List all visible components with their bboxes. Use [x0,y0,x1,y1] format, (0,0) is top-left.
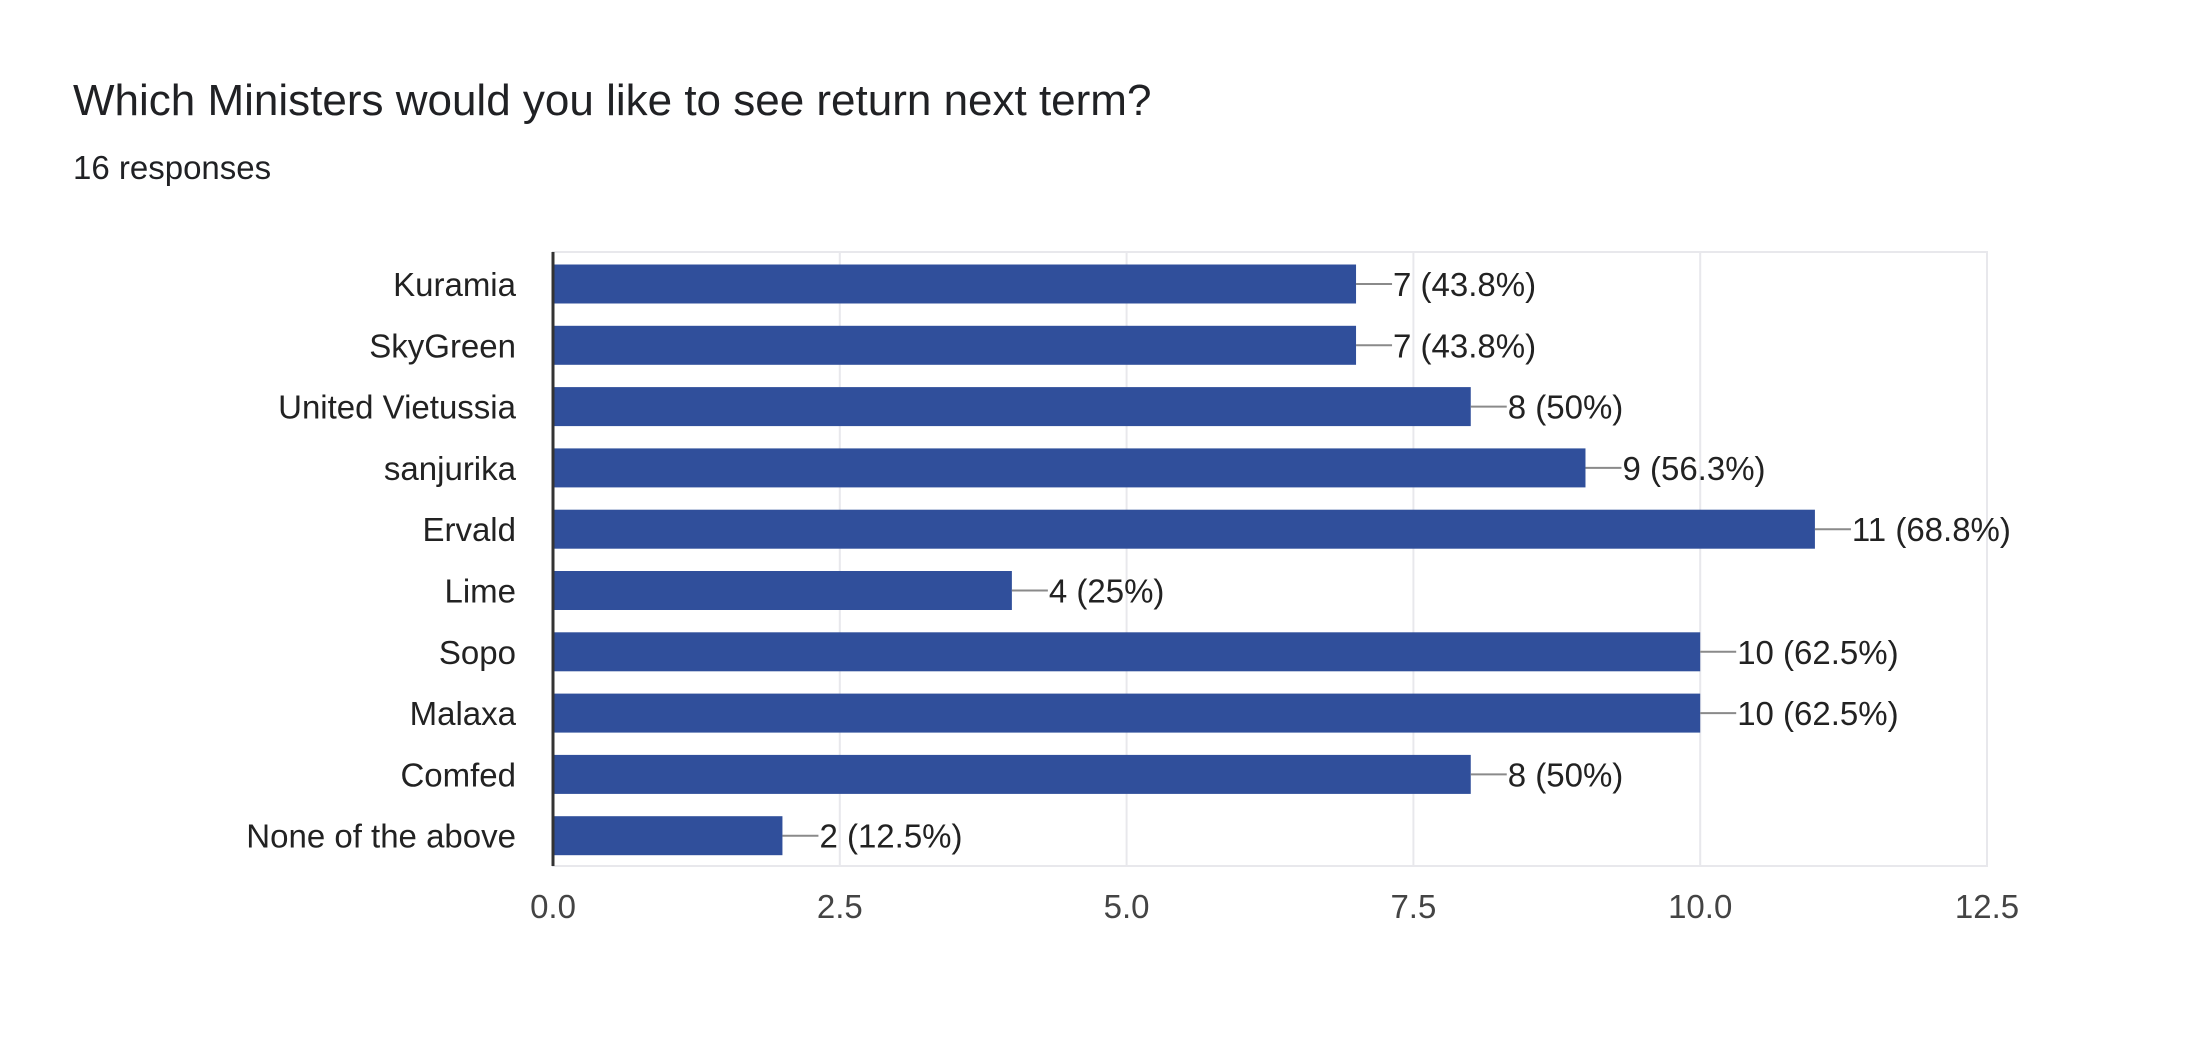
category-label: Kuramia [393,266,517,303]
bar [553,816,783,856]
x-tick-label: 2.5 [817,888,863,925]
category-label: Comfed [400,756,516,793]
bars [553,264,1851,856]
category-label: Sopo [439,634,516,671]
category-label: Ervald [422,511,516,548]
bar [553,571,1012,610]
bar [553,448,1586,488]
bar-value-label: 7 (43.8%) [1393,266,1536,303]
bar [553,754,1471,794]
category-label: United Vietussia [278,389,517,426]
bar-value-label: 7 (43.8%) [1393,327,1536,364]
bar [553,509,1815,549]
bar-value-label: 8 (50%) [1508,389,1624,426]
bar [553,632,1701,672]
category-label: Malaxa [410,695,517,732]
labels: 0.0 2.5 5.0 7.5 10.0 12.5 7 (43.8%) Kuramia 7 (4… [246,266,2019,925]
category-label: Lime [444,573,516,610]
bar-value-label: 10 (62.5%) [1737,634,1898,671]
question-title: Which Ministers would you like to see re… [73,76,1152,125]
response-count: 16 responses [73,149,272,186]
bar [553,325,1357,365]
x-tick-label: 12.5 [1955,888,2019,925]
bar-value-label: 10 (62.5%) [1737,695,1898,732]
category-label: None of the above [246,818,516,855]
bar [553,264,1357,304]
bar-value-label: 9 (56.3%) [1622,450,1765,487]
bar [553,387,1471,427]
bar [553,693,1701,733]
x-tick-label: 5.0 [1104,888,1150,925]
x-tick-label: 0.0 [530,888,576,925]
bar-value-label: 11 (68.8%) [1852,511,2011,548]
x-tick-label: 7.5 [1390,888,1436,925]
bar-value-label: 8 (50%) [1508,756,1624,793]
x-tick-label: 10.0 [1668,888,1732,925]
bar-value-label: 4 (25%) [1049,573,1165,610]
bar-value-label: 2 (12.5%) [819,818,962,855]
category-label: SkyGreen [369,327,516,364]
category-label: sanjurika [384,450,517,487]
